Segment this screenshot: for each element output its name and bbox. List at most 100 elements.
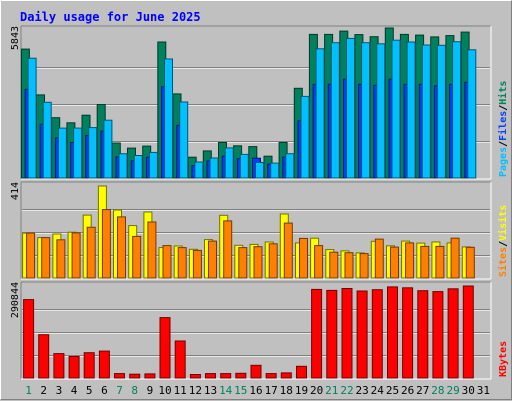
bar-kbytes-kbytes-day-4 xyxy=(68,356,80,379)
bar-kbytes-kbytes-day-15 xyxy=(235,372,247,379)
bar-hits-pages-day-12 xyxy=(194,161,204,179)
bar-hits-pages-day-29 xyxy=(452,41,462,179)
x-tick-label-day-14: 14 xyxy=(219,384,233,397)
bar-visits-sites-day-16 xyxy=(253,246,263,279)
bar-visits-sites-day-1 xyxy=(26,232,36,279)
panel-visits-axis-label: Sites/Visits xyxy=(497,205,509,277)
x-tick-label-day-20: 20 xyxy=(310,384,323,397)
bar-hits-pages-day-25 xyxy=(391,39,401,179)
x-tick-label-day-15: 15 xyxy=(234,384,247,397)
bar-kbytes-kbytes-day-10 xyxy=(159,317,171,379)
x-tick-label-day-29: 29 xyxy=(446,384,459,397)
bar-hits-pages-day-28 xyxy=(436,44,446,179)
axis-label-pages: Pages xyxy=(498,147,509,177)
axis-label-sites: Sites xyxy=(497,247,509,277)
bar-visits-sites-day-7 xyxy=(117,216,126,279)
bar-visits-sites-day-12 xyxy=(192,249,202,279)
bar-kbytes-kbytes-day-3 xyxy=(53,353,65,379)
bar-kbytes-kbytes-day-21 xyxy=(326,289,338,379)
x-tick-label-day-4: 4 xyxy=(71,384,78,397)
bar-kbytes-kbytes-day-18 xyxy=(280,372,292,379)
bar-kbytes-kbytes-day-22 xyxy=(341,288,353,379)
panel-hits-max-label: 5843 xyxy=(10,26,21,50)
chart-title: Daily usage for June 2025 xyxy=(20,10,201,24)
x-tick-label-day-1: 1 xyxy=(25,384,32,397)
bar-kbytes-kbytes-day-16 xyxy=(250,364,262,379)
bar-hits-pages-day-3 xyxy=(57,127,67,179)
bar-hits-pages-day-19 xyxy=(300,95,310,179)
x-tick-label-day-10: 10 xyxy=(158,384,171,397)
bar-hits-pages-day-10 xyxy=(164,58,173,179)
bar-hits-pages-day-20 xyxy=(315,48,325,179)
bar-visits-sites-day-26 xyxy=(405,242,415,279)
bar-visits-sites-day-4 xyxy=(71,232,81,279)
bar-hits-pages-day-7 xyxy=(118,153,128,179)
x-tick-label-day-16: 16 xyxy=(249,384,262,397)
bar-kbytes-kbytes-day-23 xyxy=(356,290,368,379)
bar-hits-pages-day-16 xyxy=(255,162,264,179)
bar-visits-sites-day-14 xyxy=(223,220,233,279)
x-tick-label-day-11: 11 xyxy=(174,384,187,397)
bar-kbytes-kbytes-day-6 xyxy=(98,350,110,379)
x-tick-label-day-8: 8 xyxy=(131,384,138,397)
bar-hits-pages-day-11 xyxy=(179,101,189,179)
bar-kbytes-kbytes-day-25 xyxy=(387,286,398,379)
bar-kbytes-kbytes-day-17 xyxy=(265,373,277,379)
bar-hits-pages-day-8 xyxy=(133,155,143,179)
panel-kbytes-axis-label: KBytes xyxy=(498,341,509,377)
bar-visits-sites-day-23 xyxy=(359,253,369,279)
bar-hits-pages-day-17 xyxy=(270,162,280,179)
panel-kbytes-max-label: 290844 xyxy=(10,282,21,318)
x-tick-label-day-22: 22 xyxy=(340,384,353,397)
bar-visits-sites-day-17 xyxy=(268,243,278,279)
bar-visits-sites-day-3 xyxy=(56,239,66,279)
bar-kbytes-kbytes-day-29 xyxy=(447,288,459,379)
axis-label-kbytes: KBytes xyxy=(498,341,509,377)
bar-hits-pages-day-5 xyxy=(88,127,98,179)
bar-visits-sites-day-5 xyxy=(86,226,96,279)
x-tick-label-day-24: 24 xyxy=(371,384,385,397)
bar-hits-pages-day-27 xyxy=(421,44,431,179)
bar-visits-sites-day-28 xyxy=(435,245,445,279)
bar-visits-sites-day-27 xyxy=(420,245,430,279)
bar-visits-sites-day-30 xyxy=(465,246,475,279)
x-tick-label-day-27: 27 xyxy=(416,384,429,397)
axis-label-separator: / xyxy=(498,241,509,247)
x-tick-label-day-3: 3 xyxy=(56,384,63,397)
x-tick-label-day-26: 26 xyxy=(401,384,414,397)
axis-label-files: Files xyxy=(497,111,509,141)
bar-hits-pages-day-15 xyxy=(239,153,249,179)
panel-hits-axis-label: Pages/Files/Hits xyxy=(497,81,509,177)
bar-kbytes-kbytes-day-30 xyxy=(462,285,474,379)
bar-visits-sites-day-19 xyxy=(299,237,308,279)
bar-hits-pages-day-26 xyxy=(406,41,416,179)
bar-kbytes-kbytes-day-8 xyxy=(129,373,141,379)
bar-visits-sites-day-15 xyxy=(238,247,248,279)
bar-kbytes-kbytes-day-24 xyxy=(371,289,383,379)
x-tick-label-day-28: 28 xyxy=(431,384,444,397)
bar-hits-pages-day-21 xyxy=(330,42,340,179)
x-tick-label-day-18: 18 xyxy=(280,384,293,397)
axis-label-hits: Hits xyxy=(497,81,509,105)
x-tick-label-day-9: 9 xyxy=(147,384,154,397)
bar-visits-sites-day-20 xyxy=(314,245,324,279)
bar-visits-sites-day-11 xyxy=(177,247,187,279)
bar-visits-sites-day-10 xyxy=(162,245,172,279)
bar-kbytes-kbytes-day-28 xyxy=(432,291,444,379)
bar-visits-sites-day-29 xyxy=(450,237,460,279)
x-tick-label-day-17: 17 xyxy=(265,384,278,397)
bar-hits-pages-day-24 xyxy=(376,43,386,179)
bar-hits-pages-day-30 xyxy=(467,49,477,179)
bar-visits-sites-day-25 xyxy=(390,246,399,279)
bar-kbytes-kbytes-day-14 xyxy=(220,373,232,379)
bar-kbytes-kbytes-day-5 xyxy=(83,352,95,379)
x-tick-label-day-12: 12 xyxy=(189,384,202,397)
bar-kbytes-kbytes-day-26 xyxy=(402,287,414,379)
bar-kbytes-kbytes-day-27 xyxy=(417,290,429,379)
x-tick-label-day-30: 30 xyxy=(462,384,475,397)
bar-kbytes-kbytes-day-20 xyxy=(311,288,323,379)
bar-hits-pages-day-6 xyxy=(103,119,113,179)
x-tick-label-day-19: 19 xyxy=(295,384,308,397)
